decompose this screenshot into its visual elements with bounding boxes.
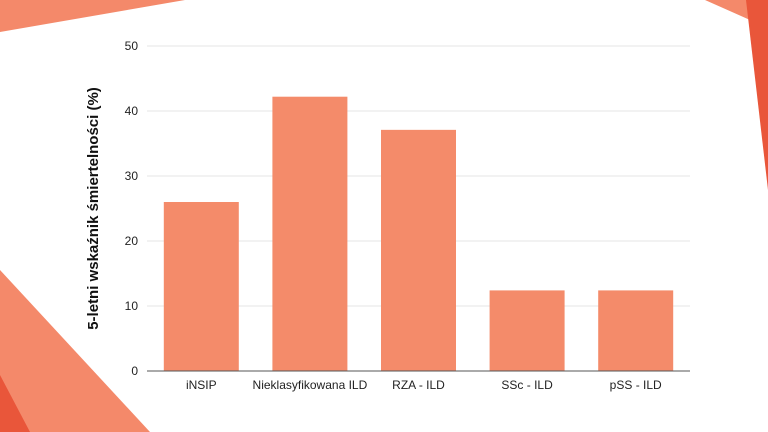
bottom-left-corner-dark-shape [0,375,30,432]
x-axis-ticks: iNSIP Nieklasyfikowana ILD RZA - ILD SSc - … [186,378,662,392]
x-tick-label: RZA - ILD [392,378,445,392]
y-tick-label: 40 [125,104,139,118]
x-tick-label: pSS - ILD [610,378,662,392]
top-left-corner-shape [0,0,185,32]
bar [489,290,565,371]
y-axis-ticks: 0 10 20 30 40 50 [125,39,139,378]
y-axis-label: 5-letni wskaźnik śmiertelności (%) [85,87,102,330]
x-tick-label: SSc - ILD [501,378,553,392]
bottom-left-corner-light-shape [0,270,150,432]
y-tick-label: 10 [125,299,139,313]
y-tick-label: 50 [125,39,139,53]
bar [598,290,674,371]
right-edge-shape [746,0,768,190]
y-tick-label: 0 [131,364,138,378]
bar [381,129,456,371]
bar [272,96,348,371]
y-tick-label: 20 [125,234,139,248]
y-tick-label: 30 [125,169,139,183]
x-tick-label: iNSIP [186,378,217,392]
bar [163,202,239,371]
x-tick-label: Nieklasyfikowana ILD [253,378,368,392]
bars [163,96,674,371]
